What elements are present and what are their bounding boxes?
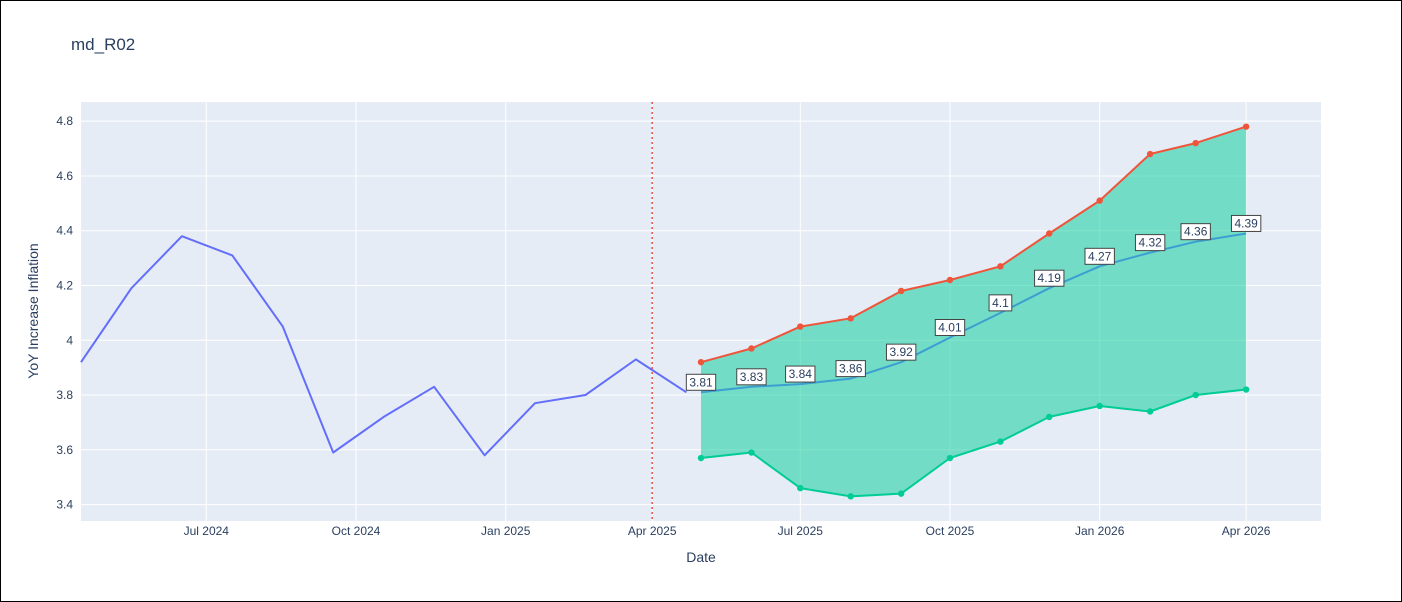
- data-label: 4.19: [1034, 269, 1065, 287]
- data-label-text: 4.19: [1038, 271, 1062, 285]
- lower-bound-line: [700, 388, 1247, 498]
- data-label: 4.01: [934, 319, 966, 337]
- data-label-box: [685, 373, 717, 391]
- y-tick-label: 4: [66, 333, 73, 347]
- x-tick-label: Oct 2025: [926, 524, 975, 538]
- data-label: 3.92: [885, 343, 917, 361]
- upper-point: [1192, 139, 1199, 147]
- lower-point: [697, 454, 705, 462]
- data-label-box: [736, 368, 767, 386]
- lower-point: [897, 490, 905, 497]
- y-tick-label: 3.4: [56, 498, 73, 512]
- x-tick-label: Jan 2025: [481, 524, 531, 538]
- data-label-box: [885, 343, 917, 361]
- data-label-box: [1230, 214, 1262, 232]
- data-label-text: 3.81: [689, 375, 713, 389]
- data-label-text: 4.32: [1138, 236, 1162, 250]
- history-line: [80, 235, 687, 457]
- data-label: 4.1: [988, 294, 1013, 312]
- data-label: 4.36: [1180, 223, 1211, 241]
- upper-point: [697, 358, 705, 366]
- x-tick-label: Jan 2026: [1075, 524, 1125, 538]
- data-label-box: [1180, 223, 1211, 241]
- data-labels: 3.81 3.83 3.84 3.86 3.92 4.01 4.1 4.19 4.27 4.32 4…: [685, 214, 1262, 391]
- data-label-text: 4.36: [1184, 225, 1208, 239]
- upper-point: [946, 276, 954, 284]
- upper-point: [1146, 150, 1154, 158]
- lower-point: [1046, 413, 1053, 421]
- y-tick-label: 4.8: [56, 114, 73, 128]
- upper-point: [897, 287, 905, 295]
- data-label-text: 3.84: [789, 367, 813, 381]
- lower-point: [946, 454, 954, 462]
- band-area: [701, 126, 1247, 497]
- y-tick-labels: 3.4 3.6 3.8 4 4.2 4.4 4.6 4.8: [56, 114, 73, 511]
- x-tick-label: Apr 2025: [628, 524, 677, 538]
- data-label-text: 4.39: [1234, 216, 1258, 230]
- data-label: 4.32: [1134, 234, 1166, 252]
- data-label-box: [785, 365, 816, 383]
- x-tick-labels: Jul 2024 Oct 2024 Jan 2025 Apr 2025 Jul 2025…: [184, 524, 1271, 538]
- data-label-text: 4.01: [938, 321, 962, 335]
- upper-point: [1096, 197, 1103, 204]
- y-axis-title: YoY Increase Inflation: [25, 243, 41, 378]
- upper-point: [1242, 123, 1250, 130]
- data-label: 3.86: [835, 360, 866, 378]
- lower-point: [1192, 391, 1199, 399]
- chart-title: md_R02: [71, 35, 136, 54]
- data-label-box: [934, 319, 966, 337]
- lower-point: [1146, 408, 1154, 415]
- data-label-box: [1134, 234, 1166, 252]
- upper-point: [797, 323, 804, 330]
- data-label-box: [835, 360, 866, 378]
- upper-point: [997, 263, 1004, 270]
- lower-point: [847, 493, 854, 500]
- series-lines: [80, 125, 1247, 498]
- data-label-text: 3.83: [740, 370, 764, 384]
- x-tick-label: Jul 2024: [184, 524, 230, 538]
- data-label-box: [988, 294, 1013, 312]
- y-tick-label: 4.4: [56, 224, 73, 238]
- y-tick-label: 4.2: [56, 278, 73, 292]
- upper-point: [847, 315, 854, 322]
- data-label-text: 4.1: [992, 296, 1009, 310]
- data-label-text: 3.92: [889, 345, 913, 359]
- lower-point: [1096, 402, 1103, 410]
- upper-point: [748, 345, 755, 352]
- y-tick-label: 3.6: [56, 443, 73, 457]
- series-points: [697, 123, 1250, 500]
- x-axis-title: Date: [686, 549, 716, 565]
- x-tick-label: Jul 2025: [778, 524, 824, 538]
- upper-bound-line: [700, 125, 1247, 364]
- data-label: 3.81: [685, 373, 717, 391]
- y-tick-label: 4.6: [56, 169, 73, 183]
- data-label: 3.83: [736, 368, 767, 386]
- confidence-band: [701, 126, 1247, 497]
- data-label: 4.27: [1084, 247, 1115, 265]
- data-label-box: [1034, 269, 1065, 287]
- x-tick-label: Oct 2024: [332, 524, 381, 538]
- y-tick-label: 3.8: [56, 388, 73, 402]
- data-label: 4.39: [1230, 214, 1262, 232]
- lower-point: [748, 449, 755, 456]
- data-label-box: [1084, 247, 1115, 265]
- data-label: 3.84: [785, 365, 816, 383]
- upper-point: [1046, 230, 1053, 237]
- data-label-text: 4.27: [1088, 249, 1112, 263]
- lower-point: [1242, 386, 1250, 393]
- x-tick-label: Apr 2026: [1222, 524, 1271, 538]
- lower-point: [797, 484, 804, 492]
- data-label-text: 3.86: [839, 362, 863, 376]
- lower-point: [997, 438, 1004, 445]
